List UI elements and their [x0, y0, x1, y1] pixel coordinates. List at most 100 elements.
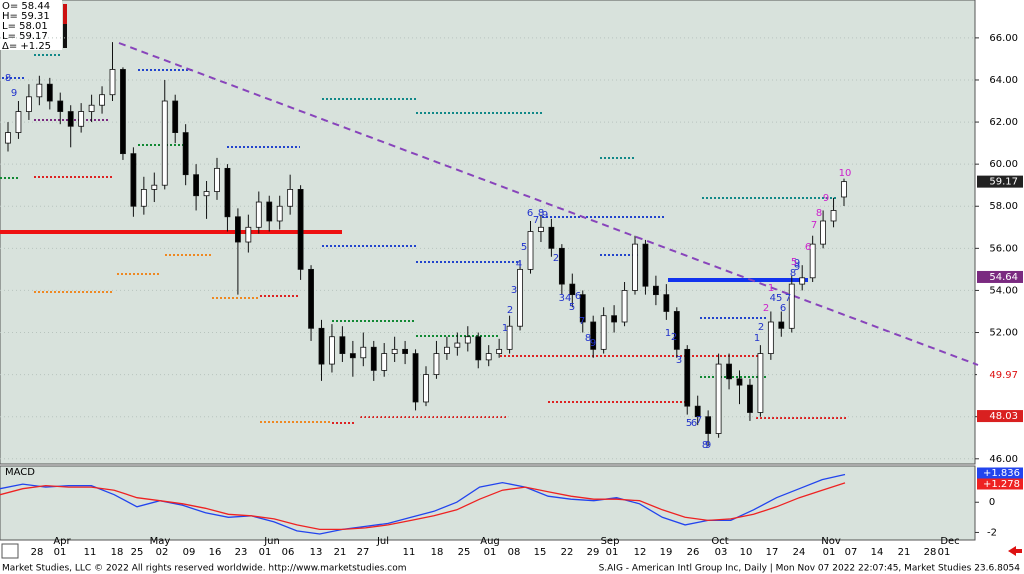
candle-body	[234, 216, 241, 243]
candle-body	[360, 346, 367, 359]
candle-body	[130, 153, 137, 207]
x-day-label: 01	[259, 547, 272, 558]
count-label: 4	[516, 259, 522, 270]
count-label: 1	[502, 323, 508, 334]
candle-body	[214, 167, 220, 192]
count-label: 3	[676, 355, 682, 366]
value-label: +1.836	[983, 468, 1020, 479]
y-tick-label: 46.00	[989, 454, 1018, 465]
candle-body	[653, 285, 659, 296]
count-label: 34	[559, 293, 572, 304]
ohlc-line: L= 59.17	[2, 31, 48, 42]
count-label: 2	[671, 332, 677, 343]
candle-body	[809, 243, 816, 279]
candle-body	[788, 283, 795, 329]
candle-body	[349, 353, 356, 359]
x-day-label: 01	[606, 547, 619, 558]
count-label: 1	[665, 328, 671, 339]
candle-body	[663, 294, 670, 312]
macd-title: MACD	[5, 467, 35, 478]
candle-body	[46, 83, 53, 102]
count-label: 5	[686, 418, 692, 429]
candle-body	[433, 353, 440, 376]
candle-body	[391, 348, 398, 354]
count-label: 7	[533, 215, 539, 226]
x-month-label: Nov	[821, 536, 841, 547]
x-day-label: 16	[209, 547, 222, 558]
x-day-label: 27	[357, 547, 370, 558]
candle-body	[99, 94, 105, 106]
candle-body	[412, 353, 419, 403]
candle-body	[496, 348, 503, 354]
x-day-label: 23	[235, 547, 248, 558]
count-label: 7	[785, 293, 791, 304]
count-label: 6	[805, 242, 811, 253]
candle-body	[726, 363, 732, 380]
candle-body	[78, 111, 85, 127]
candle-body	[182, 132, 189, 176]
x-day-label: 07	[845, 547, 858, 558]
candle-body	[673, 311, 680, 350]
count-label: 9	[590, 338, 596, 349]
candle-body	[67, 111, 74, 127]
x-month-label: Jun	[263, 536, 280, 547]
candle-body	[694, 405, 701, 418]
x-day-label: 09	[183, 547, 196, 558]
price-label-bg	[977, 410, 1023, 423]
x-day-label: 21	[334, 547, 347, 558]
ohlc-line: L= 58.01	[2, 21, 48, 32]
x-day-label: 13	[310, 547, 323, 558]
x-day-label: 18	[431, 547, 444, 558]
count-label: 2	[763, 303, 769, 314]
candle-body	[705, 416, 712, 434]
y-tick-label: 64.00	[989, 75, 1018, 86]
y-tick-label: 52.00	[989, 328, 1018, 339]
candle-body	[287, 189, 294, 207]
count-label: 45	[770, 293, 783, 304]
x-month-label: Aug	[480, 536, 500, 547]
candle-body	[88, 104, 95, 112]
candle-body	[297, 189, 304, 270]
count-label: 2	[507, 305, 513, 316]
x-day-label: 11	[403, 547, 416, 558]
x-day-label: 28	[31, 547, 44, 558]
candle-body	[747, 384, 753, 413]
candle-body	[475, 336, 482, 361]
count-label: 8	[702, 440, 708, 451]
y-tick-label: 56.00	[989, 243, 1018, 254]
candle-body	[527, 231, 534, 270]
footer-right: S.AIG - American Intl Group Inc, Daily |…	[599, 564, 1021, 574]
x-day-label: 25	[131, 547, 144, 558]
candle-body	[245, 226, 252, 243]
x-day-label: 24	[793, 547, 806, 558]
x-day-label: 02	[156, 547, 169, 558]
candle-body	[203, 191, 210, 197]
x-day-label: 21	[898, 547, 911, 558]
count-label: 8	[5, 73, 11, 84]
x-day-label: 29	[587, 547, 600, 558]
candle-body	[339, 336, 346, 354]
count-label: 6	[527, 208, 533, 219]
price-label-bg	[977, 270, 1023, 283]
x-day-label: 12	[634, 547, 647, 558]
count-label: 9	[823, 193, 829, 204]
candle-body	[632, 243, 638, 291]
value-label-bg	[977, 467, 1023, 479]
trend-line	[118, 42, 979, 366]
candle-body	[5, 132, 11, 144]
count-label: 8	[790, 268, 796, 279]
x-day-label: 06	[282, 547, 295, 558]
x-day-label: 01	[938, 547, 951, 558]
candle-body	[684, 348, 691, 407]
count-label: 10	[839, 168, 852, 179]
candle-body	[381, 353, 388, 371]
candle-body	[443, 346, 450, 354]
candle-body	[276, 205, 283, 222]
candle-body	[841, 181, 847, 198]
y-tick-label: 60.00	[989, 159, 1018, 170]
price-label: 48.03	[989, 411, 1018, 422]
candle-body	[485, 353, 492, 361]
y-tick-label: 0	[989, 497, 995, 508]
scroll-arrow[interactable]	[1008, 546, 1022, 556]
